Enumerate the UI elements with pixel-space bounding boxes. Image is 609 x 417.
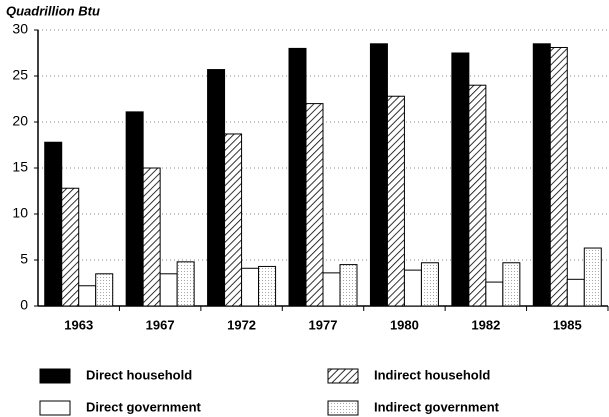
bar xyxy=(125,111,144,307)
legend-label: Direct government xyxy=(86,399,202,414)
legend-swatch xyxy=(327,400,359,416)
x-tick-label: 1982 xyxy=(471,317,500,332)
bar xyxy=(583,247,602,307)
bar xyxy=(369,43,388,307)
y-tick-label: 20 xyxy=(12,113,28,129)
bar xyxy=(159,273,178,307)
legend-label: Direct household xyxy=(86,367,192,382)
bar xyxy=(566,278,585,307)
y-tick-label: 30 xyxy=(12,21,28,37)
bar xyxy=(44,141,63,307)
bar xyxy=(305,103,324,307)
y-tick-label: 5 xyxy=(20,251,28,267)
bar xyxy=(468,84,487,307)
bar xyxy=(61,187,80,307)
bar xyxy=(207,69,226,307)
legend-label: Indirect government xyxy=(374,399,500,414)
legend-swatch xyxy=(39,368,71,384)
bar xyxy=(386,95,405,307)
y-tick-label: 10 xyxy=(12,205,28,221)
bar xyxy=(532,43,551,307)
x-tick-label: 1985 xyxy=(553,317,582,332)
y-tick-label: 0 xyxy=(20,297,28,313)
legend-swatch xyxy=(327,368,359,384)
bar xyxy=(78,285,97,307)
bar xyxy=(176,261,195,307)
bar xyxy=(485,281,504,307)
x-tick-label: 1963 xyxy=(64,317,93,332)
bar xyxy=(339,264,358,307)
bar xyxy=(95,273,114,307)
bar xyxy=(288,47,307,307)
y-axis-title: Quadrillion Btu xyxy=(6,3,100,18)
x-tick-label: 1972 xyxy=(227,317,256,332)
bar xyxy=(322,272,341,307)
bar xyxy=(403,269,422,307)
bar xyxy=(549,46,568,307)
x-tick-label: 1980 xyxy=(390,317,419,332)
bar xyxy=(420,262,439,307)
legend-label: Indirect household xyxy=(374,367,490,382)
bar xyxy=(451,52,470,307)
x-tick-label: 1977 xyxy=(309,317,338,332)
legend-swatch xyxy=(39,400,71,416)
bar xyxy=(142,167,161,307)
bar xyxy=(224,133,243,307)
x-tick-label: 1967 xyxy=(146,317,175,332)
y-tick-label: 25 xyxy=(12,67,28,83)
bar xyxy=(241,267,260,307)
bar xyxy=(502,262,521,307)
bar xyxy=(258,265,277,307)
y-tick-label: 15 xyxy=(12,159,28,175)
